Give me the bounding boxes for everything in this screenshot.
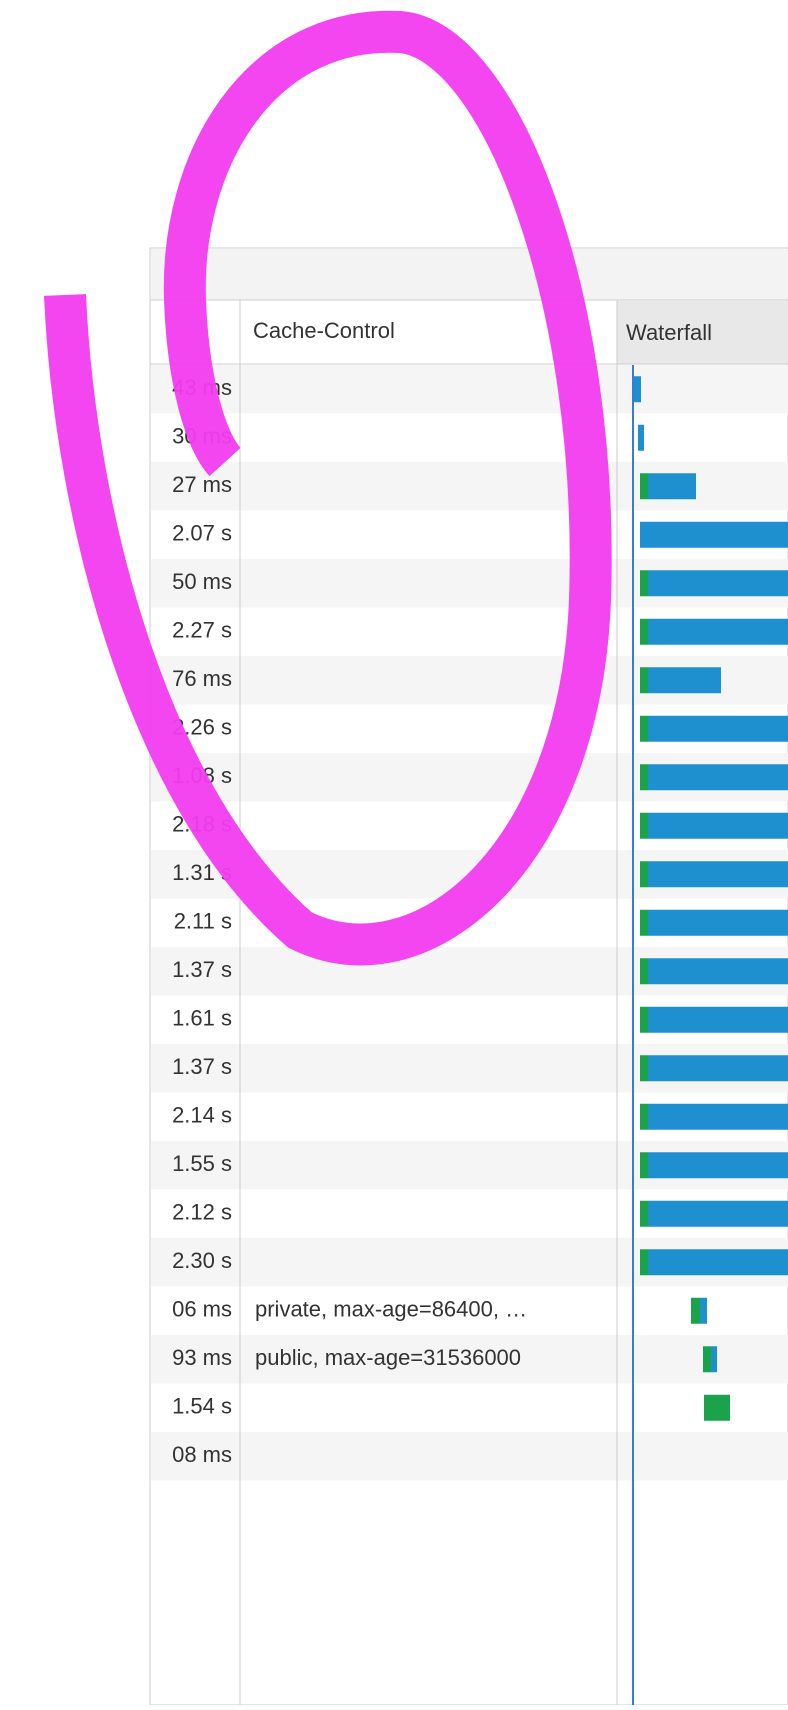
waterfall-download bbox=[648, 812, 788, 839]
cache-control-cell: public, max-age=31536000 bbox=[255, 1345, 521, 1370]
waterfall-wait bbox=[640, 1006, 648, 1033]
time-cell: 1.54 s bbox=[172, 1394, 232, 1419]
waterfall-download bbox=[648, 764, 788, 791]
row-stripe bbox=[151, 1335, 788, 1384]
waterfall-header-bg bbox=[617, 301, 788, 364]
time-cell: 1.61 s bbox=[172, 1006, 232, 1031]
waterfall-download bbox=[638, 424, 644, 451]
waterfall-wait bbox=[640, 473, 648, 500]
waterfall-wait bbox=[640, 618, 648, 645]
waterfall-wait bbox=[640, 812, 648, 839]
waterfall-wait bbox=[640, 570, 648, 597]
time-cell: 1.37 s bbox=[172, 957, 232, 982]
time-cell: 06 ms bbox=[172, 1297, 232, 1322]
waterfall-download bbox=[632, 376, 641, 403]
row-stripe bbox=[151, 1432, 788, 1481]
column-header[interactable]: Cache-Control bbox=[253, 318, 395, 343]
waterfall-wait bbox=[640, 1152, 648, 1179]
time-cell: 1.55 s bbox=[172, 1151, 232, 1176]
waterfall-wait bbox=[640, 1103, 648, 1130]
time-cell: 2.27 s bbox=[172, 618, 232, 643]
waterfall-wait bbox=[704, 1394, 730, 1421]
time-cell: 2.07 s bbox=[172, 521, 232, 546]
waterfall-download bbox=[700, 1297, 707, 1324]
waterfall-download bbox=[648, 1249, 788, 1276]
time-cell: 2.12 s bbox=[172, 1200, 232, 1225]
toolbar bbox=[151, 249, 788, 300]
waterfall-wait bbox=[640, 715, 648, 742]
waterfall-download bbox=[648, 1006, 788, 1033]
waterfall-wait bbox=[640, 764, 648, 791]
row-stripe bbox=[151, 365, 788, 414]
waterfall-wait bbox=[640, 1200, 648, 1227]
waterfall-download bbox=[640, 521, 788, 548]
time-cell: 27 ms bbox=[172, 472, 232, 497]
waterfall-wait bbox=[691, 1297, 700, 1324]
waterfall-download bbox=[648, 1055, 788, 1082]
time-cell: 2.30 s bbox=[172, 1248, 232, 1273]
waterfall-download bbox=[648, 473, 696, 500]
cache-control-cell: private, max-age=86400, … bbox=[255, 1297, 527, 1322]
waterfall-download bbox=[648, 958, 788, 985]
waterfall-download bbox=[648, 618, 788, 645]
annotation-scribble bbox=[44, 10, 612, 966]
time-cell: 76 ms bbox=[172, 666, 232, 691]
waterfall-wait bbox=[640, 909, 648, 936]
waterfall-wait bbox=[640, 1055, 648, 1082]
waterfall-wait bbox=[640, 958, 648, 985]
time-cell: 2.11 s bbox=[174, 909, 232, 934]
time-cell: 93 ms bbox=[172, 1345, 232, 1370]
waterfall-download bbox=[711, 1346, 717, 1373]
waterfall-wait bbox=[640, 667, 648, 694]
time-cell: 2.14 s bbox=[172, 1103, 232, 1128]
waterfall-download bbox=[648, 667, 721, 694]
waterfall-wait bbox=[703, 1346, 711, 1373]
waterfall-download bbox=[648, 1152, 788, 1179]
waterfall-download bbox=[648, 715, 788, 742]
waterfall-download bbox=[648, 570, 788, 597]
waterfall-download bbox=[648, 1103, 788, 1130]
waterfall-download bbox=[648, 1200, 788, 1227]
waterfall-download bbox=[648, 861, 788, 888]
time-cell: 50 ms bbox=[172, 569, 232, 594]
column-header[interactable]: Waterfall bbox=[626, 320, 712, 345]
time-cell: 1.37 s bbox=[172, 1054, 232, 1079]
time-cell: 08 ms bbox=[172, 1442, 232, 1467]
waterfall-download bbox=[648, 909, 788, 936]
waterfall-wait bbox=[640, 861, 648, 888]
waterfall-wait bbox=[640, 1249, 648, 1276]
